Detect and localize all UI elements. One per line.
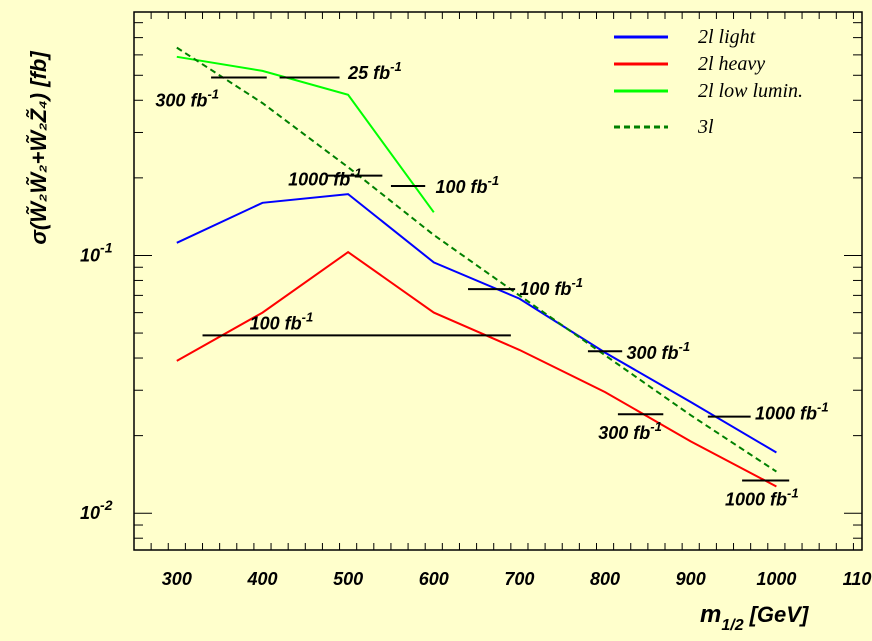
plot-frame <box>133 11 863 551</box>
x-tick-label: 900 <box>676 569 706 589</box>
x-axis-title-unit: [GeV] <box>749 602 809 627</box>
x-axis-title-main: m <box>700 601 721 628</box>
y-tick-label: 10-1 <box>80 239 113 265</box>
threshold-label: 300 fb-1 <box>155 86 219 110</box>
y-tick-label: 10-2 <box>80 497 113 523</box>
x-axis-title: m1/2 [GeV] <box>700 601 809 634</box>
legend-label-2l-heavy: 2l heavy <box>698 53 765 75</box>
legend-label-3l: 3l <box>697 116 714 138</box>
series-lines <box>176 46 777 488</box>
series-line-2l-heavy <box>176 250 777 488</box>
series-line-2l-light <box>176 193 777 454</box>
x-tick-label: 500 <box>333 569 363 589</box>
threshold-label: 25 fb-1 <box>347 59 402 83</box>
threshold-label: 1000 fb-1 <box>288 166 362 190</box>
x-tick-label: 300 <box>162 569 192 589</box>
series-line-2l-low-lumin <box>176 55 435 213</box>
threshold-label: 300 fb-1 <box>626 339 690 363</box>
legend-label-2l-low-lumin: 2l low lumin. <box>698 80 803 102</box>
threshold-label: 1000 fb-1 <box>725 486 799 510</box>
legend-label-2l-light: 2l light <box>698 26 756 48</box>
x-tick-label: 400 <box>246 569 277 589</box>
threshold-label: 1000 fb-1 <box>755 399 829 423</box>
threshold-label: 100 fb-1 <box>435 173 499 197</box>
threshold-label: 300 fb-1 <box>598 419 662 443</box>
legend: 2l light 2l heavy 2l low lumin. 3l <box>614 26 803 138</box>
y-axis-title: σ(W̃₂W̃₂+W̃₂Z̃₄) [fb] <box>26 51 51 245</box>
threshold-label: 100 fb-1 <box>250 309 314 333</box>
x-tick-label: 1000 <box>756 569 796 589</box>
x-tick-label: 700 <box>504 569 534 589</box>
x-axis-title-sub: 1/2 <box>721 617 743 634</box>
x-tick-label: 800 <box>590 569 620 589</box>
luminosity-thresholds: 300 fb-1 25 fb-1 1000 fb-1 100 fb-1 100 fb-1… <box>155 59 828 509</box>
threshold-label: 100 fb-1 <box>519 275 583 299</box>
axis-ticks <box>133 12 862 550</box>
x-tick-label: 600 <box>419 569 449 589</box>
series-line-3l <box>176 46 777 473</box>
